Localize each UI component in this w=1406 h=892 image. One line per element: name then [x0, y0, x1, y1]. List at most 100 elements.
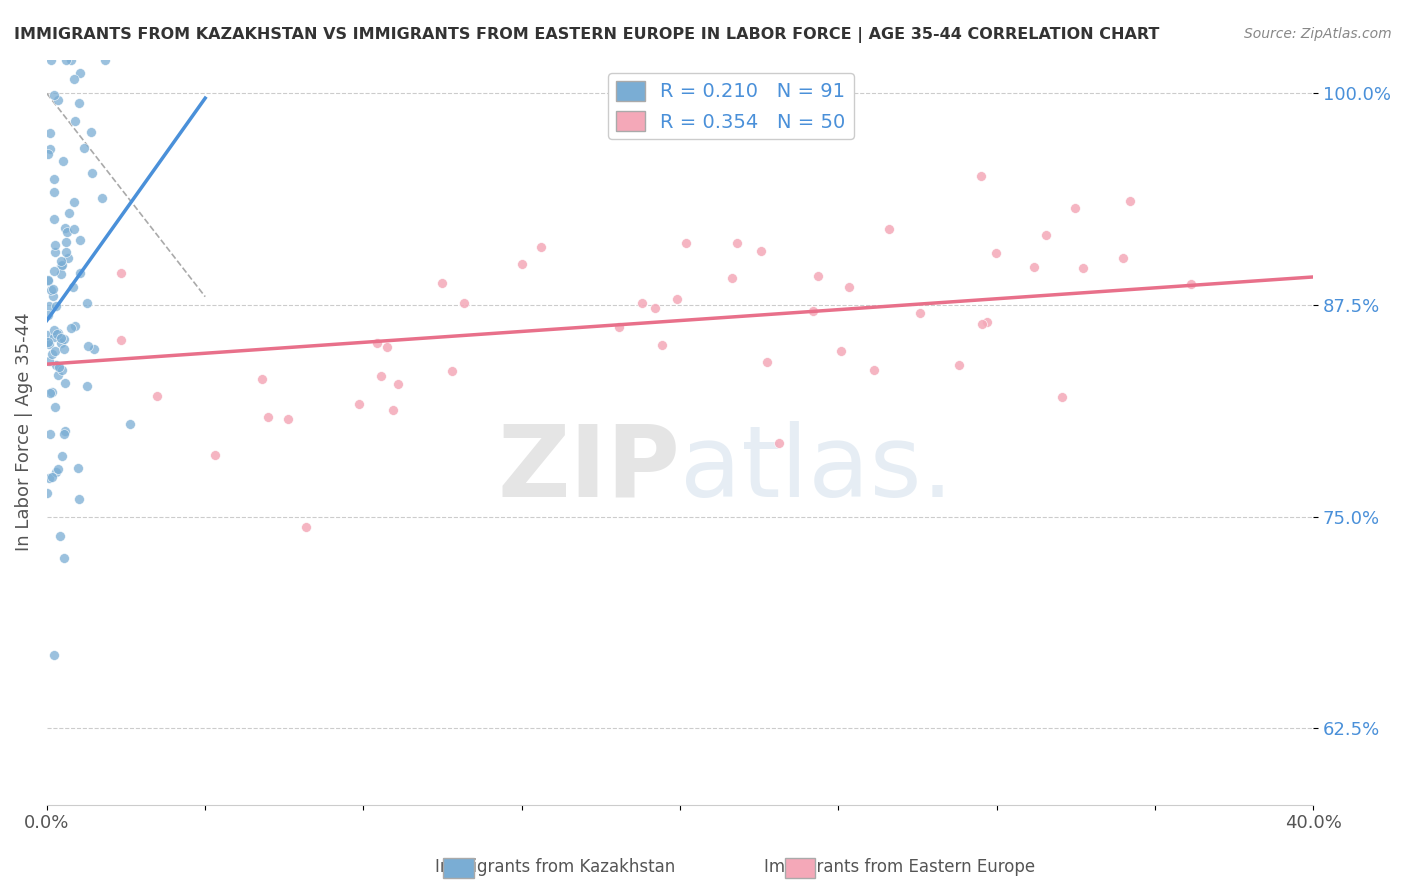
Point: [1119, 194, 1142, 208]
Point: [120, 417, 142, 432]
Point: [39, 126, 62, 140]
Point: [651, 338, 673, 352]
Point: [37, 308, 59, 322]
Point: [970, 169, 993, 183]
Point: [46, 327, 69, 342]
Point: [63, 114, 86, 128]
Point: [35, 328, 58, 343]
Point: [53, 376, 76, 391]
Point: [53, 342, 76, 356]
Point: [44, 330, 66, 344]
Point: [44, 400, 66, 414]
Point: [387, 377, 409, 392]
Point: [250, 372, 273, 386]
Point: [63, 71, 86, 86]
Point: [69, 266, 91, 280]
Text: ZIP: ZIP: [498, 421, 681, 518]
Point: [90, 191, 112, 205]
Point: [37, 335, 59, 350]
Point: [48, 360, 70, 375]
Point: [44, 245, 66, 260]
Point: [42, 211, 65, 226]
Point: [440, 364, 463, 378]
Point: [46, 326, 69, 340]
Point: [1071, 261, 1094, 276]
Point: [52, 332, 75, 346]
Point: [55, 235, 77, 250]
Point: [45, 299, 67, 313]
Point: [39, 53, 62, 67]
Point: [530, 240, 553, 254]
Point: [976, 315, 998, 329]
Point: [453, 296, 475, 310]
Point: [45, 358, 67, 372]
Point: [41, 347, 63, 361]
Point: [756, 354, 779, 368]
Point: [53, 424, 76, 438]
Point: [42, 288, 65, 302]
Point: [45, 465, 67, 479]
Point: [725, 236, 748, 251]
Point: [146, 389, 169, 403]
Point: [76, 379, 98, 393]
Point: [277, 412, 299, 426]
Point: [49, 529, 72, 543]
Point: [82, 165, 104, 179]
Point: [720, 271, 742, 285]
Point: [48, 368, 70, 382]
Point: [510, 257, 533, 271]
Point: [49, 330, 72, 344]
Point: [53, 221, 76, 235]
Y-axis label: In Labor Force | Age 35-44: In Labor Force | Age 35-44: [15, 313, 32, 551]
Point: [984, 246, 1007, 260]
Point: [94, 53, 117, 67]
Point: [51, 449, 73, 463]
Point: [948, 358, 970, 372]
Point: [53, 427, 76, 442]
Text: Immigrants from Eastern Europe: Immigrants from Eastern Europe: [765, 858, 1035, 876]
Point: [67, 491, 90, 506]
Point: [972, 317, 994, 331]
Point: [51, 254, 73, 268]
Point: [1112, 251, 1135, 265]
Point: [294, 519, 316, 533]
Text: IMMIGRANTS FROM KAZAKHSTAN VS IMMIGRANTS FROM EASTERN EUROPE IN LABOR FORCE | AG: IMMIGRANTS FROM KAZAKHSTAN VS IMMIGRANTS…: [14, 27, 1160, 43]
Point: [52, 154, 75, 169]
Point: [110, 266, 132, 280]
Point: [37, 335, 59, 350]
Point: [382, 403, 405, 417]
Point: [42, 185, 65, 199]
Point: [801, 304, 824, 318]
Point: [41, 282, 63, 296]
Point: [377, 340, 399, 354]
Legend: R = 0.210   N = 91, R = 0.354   N = 50: R = 0.210 N = 91, R = 0.354 N = 50: [607, 73, 853, 139]
Point: [366, 336, 388, 351]
Text: Immigrants from Kazakhstan: Immigrants from Kazakhstan: [436, 858, 675, 876]
Point: [49, 336, 72, 351]
Point: [49, 267, 72, 281]
Point: [631, 296, 654, 310]
Point: [807, 269, 830, 284]
Point: [55, 244, 77, 259]
Point: [749, 244, 772, 259]
Point: [63, 195, 86, 210]
Point: [46, 94, 69, 108]
Point: [59, 321, 82, 335]
Point: [76, 339, 98, 353]
Point: [38, 298, 60, 312]
Text: atlas.: atlas.: [681, 421, 953, 518]
Point: [838, 279, 860, 293]
Point: [42, 263, 65, 277]
Point: [83, 343, 105, 357]
Point: [60, 53, 83, 67]
Point: [55, 53, 77, 67]
Point: [370, 368, 392, 383]
Point: [607, 320, 630, 334]
Point: [56, 251, 79, 265]
Point: [66, 461, 89, 475]
Point: [41, 384, 63, 399]
Point: [1063, 202, 1085, 216]
Point: [768, 436, 790, 450]
Point: [1024, 260, 1046, 275]
Point: [347, 397, 370, 411]
